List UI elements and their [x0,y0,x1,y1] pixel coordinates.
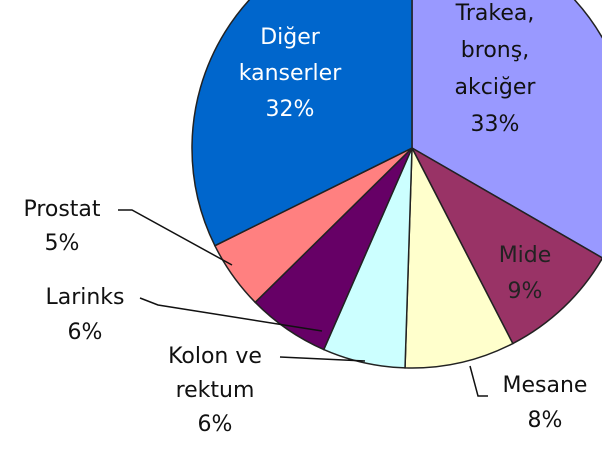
slice-label: Mesane [503,373,588,398]
leader-line [118,209,233,266]
pie-slice [411,0,602,259]
pie-slice [410,146,602,345]
slice-value-label: 8% [528,408,563,433]
slice-label: Mide [499,243,552,268]
pie-slice [404,145,514,369]
slice-value-label: 32% [266,97,315,122]
slice-value-label: 9% [508,279,543,304]
leader-line [139,297,323,332]
slice-label: Diğer kanserler [239,25,342,86]
slice-value-label: 6% [198,412,233,437]
slice-label: Prostat [23,197,100,222]
slice-value-label: 33% [471,112,520,137]
leader-line [469,365,488,397]
slice-label: Trakea, bronş, akciğer [455,1,537,100]
slice-label: Larinks [45,285,124,310]
slice-value-label: 6% [68,320,103,345]
pie-slice [191,0,413,247]
slice-label: Kolon ve rektum [168,344,262,403]
leader-line [279,356,366,362]
slice-value-label: 5% [45,231,80,256]
